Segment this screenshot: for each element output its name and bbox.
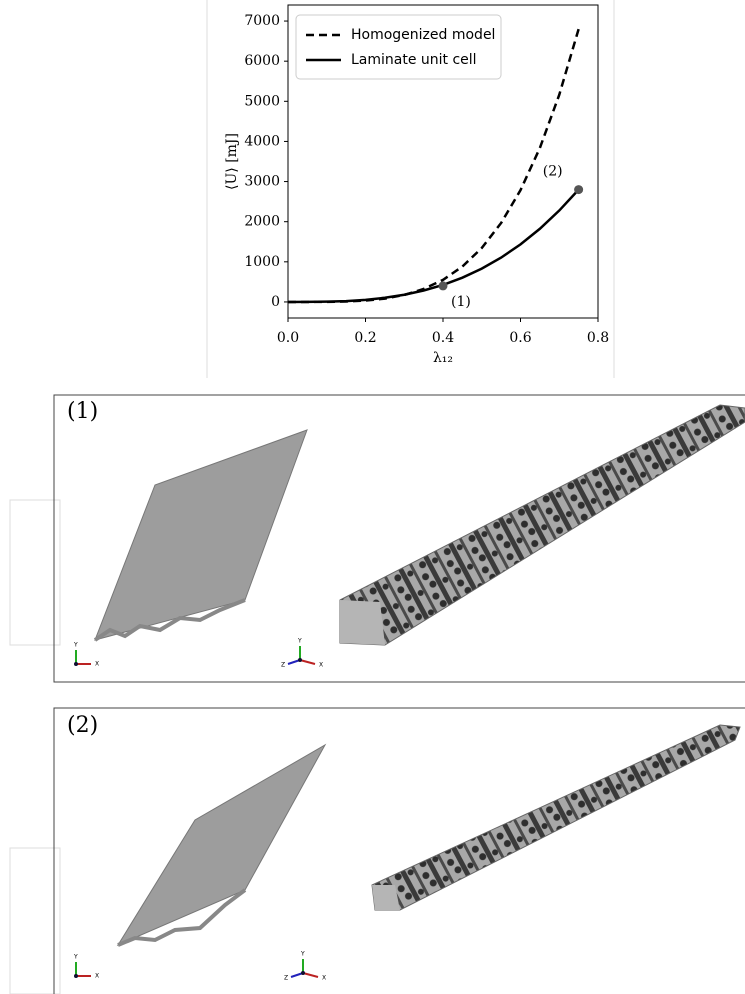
triad-x xyxy=(299,659,316,665)
series-line xyxy=(287,28,580,304)
homogenized-shape xyxy=(116,743,327,947)
empty-frame xyxy=(9,847,61,994)
triad-label: X xyxy=(319,662,323,669)
legend-box xyxy=(295,14,502,80)
highlight-point xyxy=(574,185,584,195)
triad-label: Y xyxy=(300,951,305,958)
highlight-label: (2) xyxy=(543,164,563,180)
y-tick-label: 7000 xyxy=(244,13,280,29)
empty-frame xyxy=(9,499,61,646)
triad-origin xyxy=(74,974,78,978)
shape-edge xyxy=(117,888,247,947)
triad-origin xyxy=(74,662,78,666)
legend-label: Laminate unit cell xyxy=(351,52,477,68)
homogenized-shape xyxy=(94,429,308,641)
triad-label: X xyxy=(95,661,99,668)
legend-label: Homogenized model xyxy=(351,27,495,43)
y-tick-label: 6000 xyxy=(244,53,280,69)
triads: Y X Y X Z Y X Y X Z xyxy=(73,638,326,982)
series-line xyxy=(287,188,580,304)
triad-label: Y xyxy=(73,642,78,649)
triad-label: Y xyxy=(297,638,302,645)
y-tick-label: 2000 xyxy=(244,214,280,230)
x-tick-label: 0.8 xyxy=(587,330,609,346)
y-tick-label: 1000 xyxy=(244,254,280,270)
bar-face xyxy=(340,600,385,645)
triad-label: Y xyxy=(73,954,78,961)
y-tick-label: 4000 xyxy=(244,133,280,149)
x-tick-label: 0.4 xyxy=(432,330,454,346)
y-tick-label: 3000 xyxy=(244,174,280,190)
triad-label: X xyxy=(95,973,99,980)
highlight-point xyxy=(438,281,448,291)
triad-label: Z xyxy=(281,662,285,669)
panel-label: (2) xyxy=(67,713,98,738)
triad-origin xyxy=(301,971,305,975)
panel-label: (1) xyxy=(67,399,98,424)
x-axis-label: λ₁₂ xyxy=(433,350,453,366)
panel-frame xyxy=(53,707,745,994)
laminate-bar xyxy=(339,404,745,646)
highlight-label: (1) xyxy=(451,294,471,310)
triad-label: Z xyxy=(284,975,288,982)
bar-face xyxy=(372,885,400,910)
y-tick-label: 5000 xyxy=(244,93,280,109)
y-tick-label: 0 xyxy=(271,294,280,310)
x-tick-label: 0.6 xyxy=(509,330,531,346)
triad-x xyxy=(302,972,319,978)
triad-z xyxy=(287,659,301,665)
chart: 0 1000 2000 3000 4000 5000 6000 7000 0.0 0.2 0.4 0.… xyxy=(224,4,609,366)
panel-frame xyxy=(53,394,745,683)
y-axis-label: ⟨U⟩ [mJ] xyxy=(224,133,240,190)
x-tick-label: 0.0 xyxy=(277,330,299,346)
x-tick-label: 0.2 xyxy=(354,330,376,346)
shape-edge xyxy=(93,598,246,642)
triad-label: X xyxy=(322,975,326,982)
triad-z xyxy=(290,972,304,978)
triad-origin xyxy=(298,658,302,662)
laminate-bar xyxy=(371,724,741,911)
